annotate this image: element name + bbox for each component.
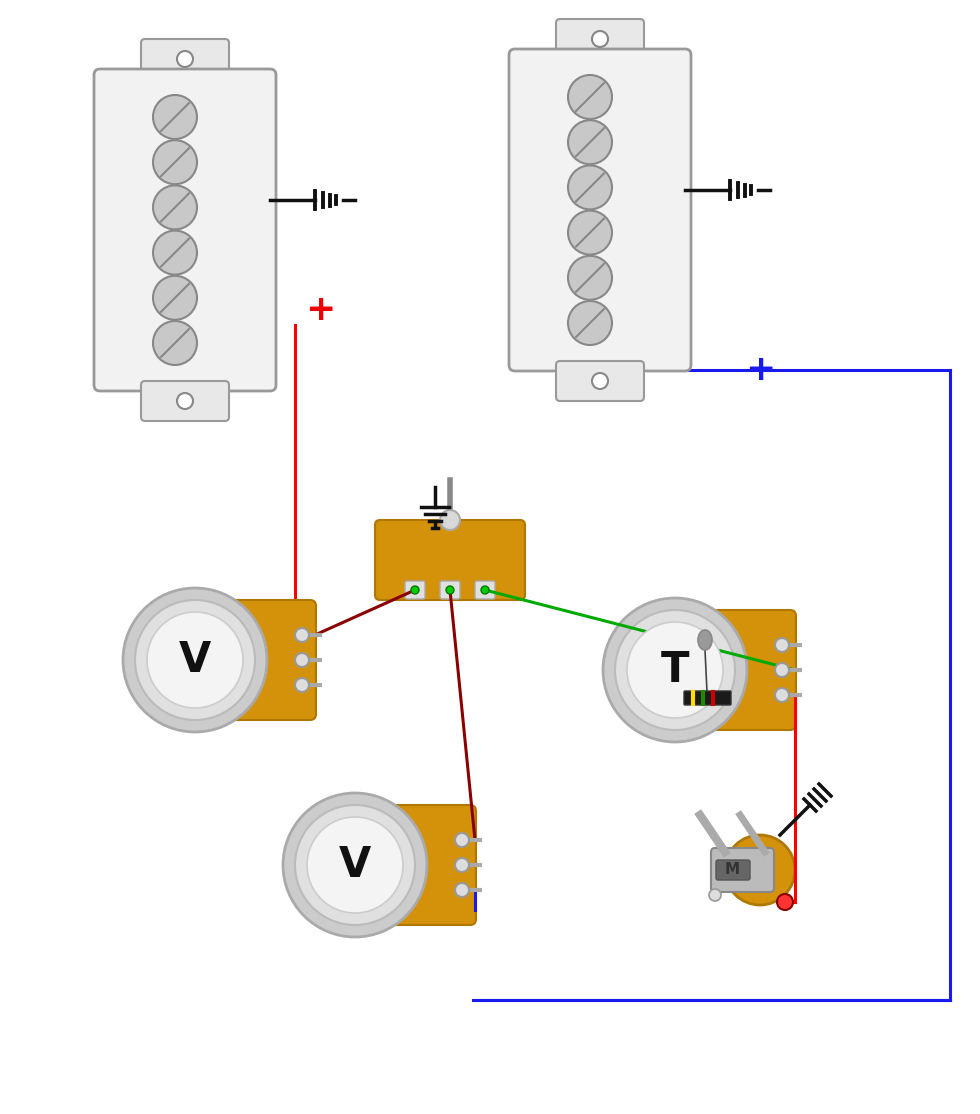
Circle shape (153, 185, 197, 229)
Circle shape (446, 586, 454, 594)
Circle shape (123, 588, 267, 732)
FancyBboxPatch shape (94, 69, 276, 391)
Circle shape (295, 653, 309, 667)
Circle shape (725, 836, 795, 905)
Circle shape (455, 858, 469, 872)
FancyBboxPatch shape (684, 691, 731, 705)
Circle shape (568, 165, 612, 209)
Circle shape (615, 610, 735, 730)
Circle shape (568, 301, 612, 345)
FancyBboxPatch shape (556, 361, 644, 401)
Circle shape (177, 51, 193, 67)
Circle shape (603, 598, 747, 742)
Text: +: + (745, 353, 775, 387)
Circle shape (775, 688, 789, 702)
FancyBboxPatch shape (199, 600, 316, 720)
Text: V: V (179, 639, 211, 681)
Circle shape (592, 373, 608, 389)
Circle shape (295, 805, 415, 925)
Circle shape (568, 75, 612, 119)
FancyBboxPatch shape (405, 582, 425, 599)
Circle shape (481, 586, 489, 594)
Circle shape (411, 586, 419, 594)
Circle shape (153, 231, 197, 274)
Circle shape (153, 95, 197, 139)
Circle shape (153, 140, 197, 184)
FancyBboxPatch shape (141, 39, 229, 79)
Circle shape (568, 120, 612, 164)
Text: V: V (339, 844, 371, 886)
Circle shape (455, 883, 469, 897)
FancyBboxPatch shape (556, 19, 644, 59)
Text: T: T (661, 649, 689, 691)
FancyBboxPatch shape (509, 49, 691, 371)
Circle shape (775, 638, 789, 652)
Text: M: M (724, 862, 740, 878)
FancyBboxPatch shape (475, 582, 495, 599)
Circle shape (455, 833, 469, 847)
FancyBboxPatch shape (711, 848, 774, 892)
Text: +: + (305, 293, 335, 328)
Circle shape (307, 817, 403, 913)
FancyBboxPatch shape (716, 860, 750, 880)
FancyBboxPatch shape (375, 520, 525, 600)
Circle shape (775, 663, 789, 677)
Circle shape (147, 612, 243, 709)
FancyBboxPatch shape (679, 610, 796, 730)
Circle shape (592, 31, 608, 47)
Circle shape (440, 510, 460, 530)
Circle shape (568, 211, 612, 255)
Circle shape (709, 889, 721, 901)
FancyBboxPatch shape (440, 582, 460, 599)
FancyBboxPatch shape (359, 805, 476, 925)
FancyBboxPatch shape (141, 381, 229, 421)
Ellipse shape (698, 631, 712, 649)
Circle shape (568, 256, 612, 300)
Circle shape (295, 628, 309, 642)
Circle shape (177, 393, 193, 409)
Circle shape (627, 622, 723, 719)
Circle shape (295, 678, 309, 692)
Circle shape (777, 895, 793, 910)
Circle shape (153, 321, 197, 365)
Circle shape (153, 276, 197, 320)
Circle shape (135, 600, 255, 720)
Circle shape (283, 793, 427, 937)
